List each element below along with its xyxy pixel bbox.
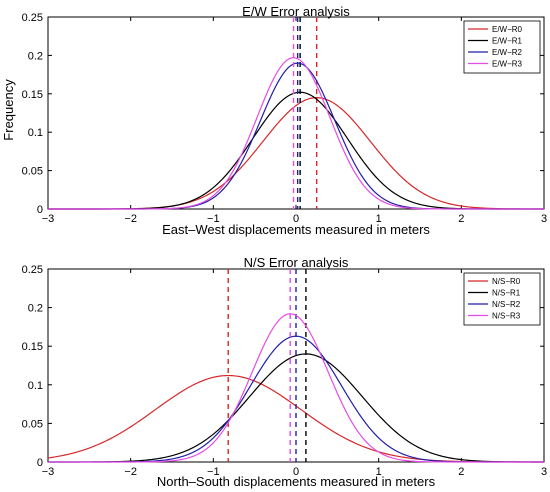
ns-x-tick-label: −1 (207, 466, 220, 478)
ns-y-tick-label: 0.1 (28, 380, 43, 392)
ew-error-panel: E/W Error analysis Frequency East–West d… (1, 4, 547, 237)
ns-series-1-curve (48, 353, 545, 463)
ns-chart-title: N/S Error analysis (244, 255, 349, 270)
ew-y-tick-label: 0.25 (22, 12, 43, 24)
ew-x-axis-label: East–West displacements measured in mete… (162, 222, 430, 237)
ns-y-tick-label: 0.2 (28, 303, 43, 315)
ew-x-tick-label: 1 (376, 213, 382, 225)
ew-x-tick-label: −3 (42, 213, 55, 225)
ns-legend-box (463, 272, 541, 326)
ns-series-3-curve (48, 313, 544, 463)
ew-y-tick-label: 0.15 (22, 89, 43, 101)
ns-legend-label-3: N/S−R3 (492, 312, 521, 321)
ew-legend-label-0: E/W−R0 (492, 25, 523, 34)
ns-y-tick-label: 0.15 (22, 341, 43, 353)
ew-chart-title: E/W Error analysis (242, 4, 350, 19)
ns-x-tick-label: −2 (124, 466, 137, 478)
ew-x-tick-label: 0 (293, 213, 299, 225)
ew-series-3-curve (48, 57, 544, 210)
ns-x-tick-label: 0 (293, 466, 299, 478)
ew-y-tick-label: 0.2 (28, 50, 43, 62)
ns-legend-label-2: N/S−R2 (492, 300, 521, 309)
ns-x-axis-label: North–South displacements measured in me… (157, 474, 436, 489)
ns-y-tick-label: 0 (37, 457, 43, 469)
ew-legend-label-2: E/W−R2 (492, 48, 523, 57)
ew-x-tick-label: −1 (207, 213, 220, 225)
ns-x-tick-label: 2 (458, 466, 464, 478)
ns-y-tick-label: 0.25 (22, 264, 43, 276)
ew-legend-box (463, 20, 541, 74)
ew-x-tick-label: 3 (541, 213, 547, 225)
ew-y-tick-label: 0.1 (28, 127, 43, 139)
ns-error-panel: N/S Error analysis North–South displacem… (22, 255, 547, 489)
ew-legend-label-1: E/W−R1 (492, 37, 523, 46)
ew-y-tick-label: 0 (37, 204, 43, 216)
ew-y-tick-label: 0.05 (22, 166, 43, 178)
ew-y-axis-label: Frequency (1, 79, 16, 141)
ew-legend-label-3: E/W−R3 (492, 60, 523, 69)
ns-x-tick-label: −3 (42, 466, 55, 478)
ns-legend-label-1: N/S−R1 (492, 289, 521, 298)
ns-x-tick-label: 1 (376, 466, 382, 478)
ew-x-tick-label: −2 (124, 213, 137, 225)
ns-x-tick-label: 3 (541, 466, 547, 478)
ns-legend-label-0: N/S−R0 (492, 277, 521, 286)
ns-y-tick-label: 0.05 (22, 418, 43, 430)
ew-x-tick-label: 2 (458, 213, 464, 225)
